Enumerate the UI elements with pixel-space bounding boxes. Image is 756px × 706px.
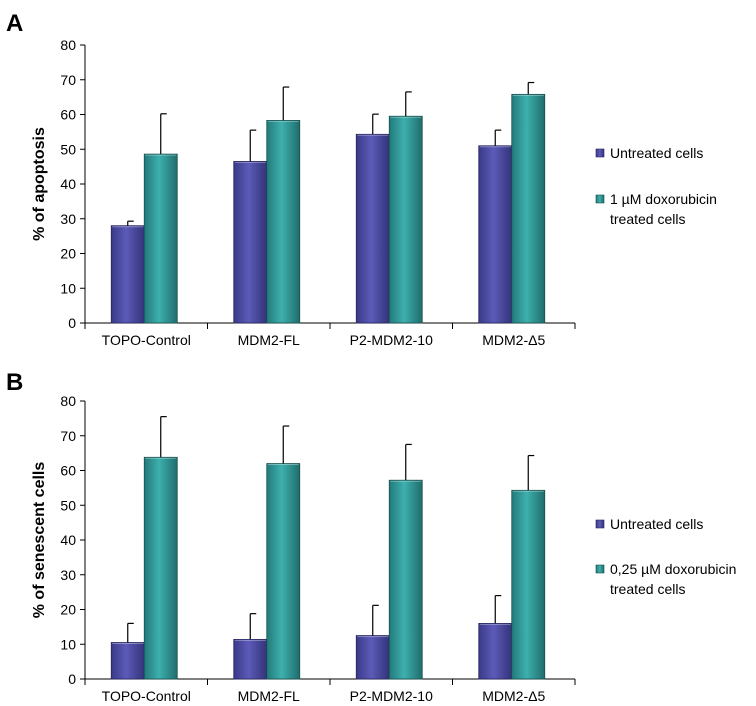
bar-untreated-2: [233, 638, 268, 680]
bar-treated-3: [388, 479, 423, 680]
bar-untreated-4: [478, 623, 513, 680]
x-tick-label: MDM2-Δ5: [482, 332, 545, 348]
y-tick-label: 50: [60, 497, 76, 513]
y-tick-label: 20: [60, 602, 76, 618]
legend-swatch-treated: [595, 194, 605, 204]
legend-swatch-untreated: [595, 148, 605, 158]
bar-treated-4: [511, 489, 546, 680]
x-tick-label: TOPO-Control: [102, 332, 191, 348]
x-tick-label: MDM2-FL: [238, 688, 300, 704]
x-tick-label: P2-MDM2-10: [350, 688, 433, 704]
bar-untreated-4: [478, 145, 513, 324]
y-tick-label: 60: [60, 107, 76, 123]
x-tick-label: P2-MDM2-10: [350, 332, 433, 348]
legend-label-untreated: Untreated cells: [610, 516, 703, 532]
bar-untreated-2: [233, 161, 268, 324]
legend-label-untreated: Untreated cells: [610, 145, 703, 161]
bar-untreated-3: [355, 133, 390, 324]
panel-label: B: [6, 369, 23, 396]
y-tick-label: 40: [60, 176, 76, 192]
chart-panel-b: B % of senescent cells 0 10 20 30 40 50 60 70 80 TO…: [6, 369, 736, 704]
x-tick-label: MDM2-Δ5: [482, 688, 545, 704]
y-axis-title: % of senescent cells: [31, 462, 48, 619]
y-tick-label: 10: [60, 636, 76, 652]
panel-label: A: [6, 10, 23, 37]
bar-treated-2: [266, 120, 301, 324]
y-tick-label: 70: [60, 428, 76, 444]
legend-label-treated: treated cells: [610, 581, 685, 597]
y-tick-label: 30: [60, 567, 76, 583]
chart-panel-a: A % of apoptosis 0 10 20 30 40 50 60 70 80 TOPO-Con…: [6, 10, 717, 348]
legend-label-treated: treated cells: [610, 211, 685, 227]
legend-swatch-treated: [595, 564, 605, 574]
legend-label-treated: 1 µM doxorubicin: [610, 191, 717, 207]
bar-treated-4: [511, 93, 546, 324]
legend-swatch-untreated: [595, 519, 605, 529]
y-tick-label: 20: [60, 246, 76, 262]
y-tick-label: 40: [60, 532, 76, 548]
legend-label-treated: 0,25 µM doxorubicin: [610, 561, 736, 577]
y-tick-label: 10: [60, 280, 76, 296]
x-tick-label: MDM2-FL: [238, 332, 300, 348]
bar-treated-1: [143, 153, 178, 324]
bar-treated-3: [388, 115, 423, 324]
bar-untreated-3: [355, 635, 390, 680]
y-tick-label: 80: [60, 393, 76, 409]
bar-treated-2: [266, 463, 301, 680]
y-tick-label: 0: [68, 671, 76, 687]
x-tick-label: TOPO-Control: [102, 688, 191, 704]
y-tick-label: 30: [60, 211, 76, 227]
y-tick-label: 0: [68, 315, 76, 331]
y-axis-title: % of apoptosis: [31, 127, 48, 241]
bar-untreated-1: [110, 642, 145, 680]
y-tick-label: 70: [60, 72, 76, 88]
y-tick-label: 50: [60, 141, 76, 157]
bar-treated-1: [143, 456, 178, 680]
y-tick-label: 80: [60, 37, 76, 53]
y-tick-label: 60: [60, 463, 76, 479]
bar-untreated-1: [110, 225, 145, 324]
